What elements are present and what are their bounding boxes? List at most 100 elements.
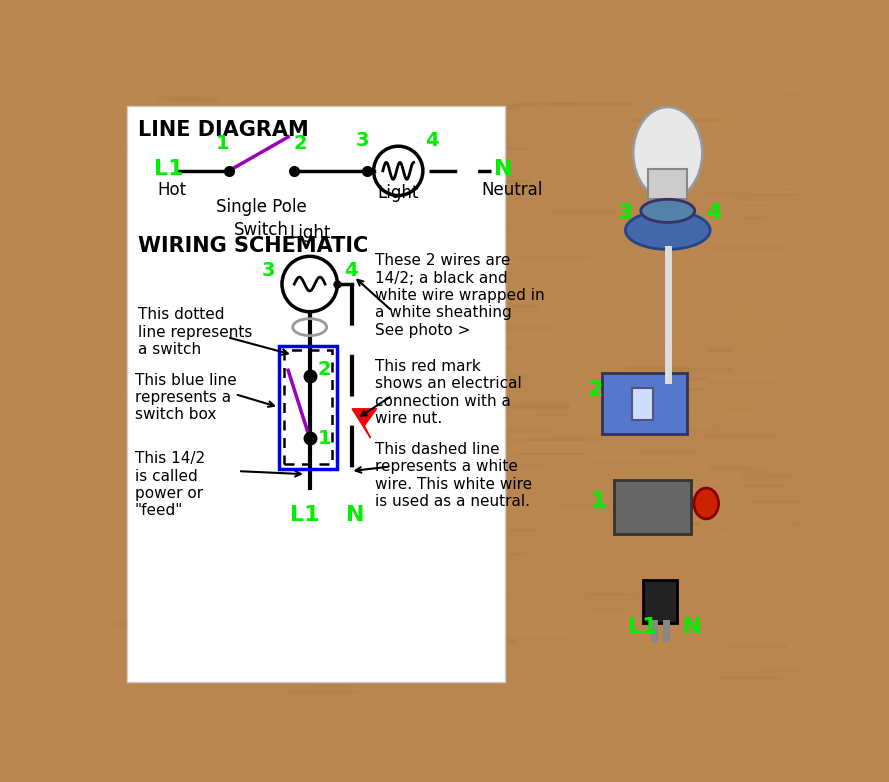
- Bar: [267, 558, 327, 561]
- Bar: [739, 204, 770, 206]
- Bar: [572, 342, 621, 346]
- Bar: [740, 468, 764, 473]
- Bar: [709, 425, 768, 428]
- Bar: [160, 211, 199, 214]
- Bar: [172, 99, 220, 102]
- Bar: [485, 598, 523, 600]
- Bar: [283, 597, 366, 600]
- Bar: [170, 166, 231, 168]
- Text: 4: 4: [706, 203, 722, 223]
- Bar: [313, 472, 368, 475]
- Bar: [210, 208, 238, 213]
- Bar: [743, 483, 790, 487]
- Bar: [683, 388, 707, 390]
- Bar: [253, 464, 341, 468]
- Bar: [466, 106, 521, 109]
- Bar: [653, 172, 718, 175]
- Polygon shape: [352, 409, 377, 438]
- Bar: [152, 170, 231, 175]
- Bar: [653, 602, 698, 604]
- Bar: [672, 429, 722, 432]
- Bar: [625, 367, 689, 371]
- Bar: [709, 381, 773, 383]
- Bar: [478, 326, 555, 330]
- Bar: [416, 493, 470, 497]
- Bar: [202, 120, 267, 121]
- Bar: [726, 502, 757, 504]
- Bar: [303, 146, 329, 148]
- Bar: [127, 106, 505, 682]
- Bar: [663, 410, 755, 413]
- Bar: [427, 457, 469, 461]
- Bar: [549, 266, 574, 271]
- Bar: [467, 296, 520, 300]
- Text: 1: 1: [317, 429, 331, 448]
- Text: Neutral: Neutral: [482, 181, 543, 199]
- Bar: [388, 472, 435, 475]
- Bar: [284, 362, 357, 365]
- Text: N: N: [683, 617, 701, 637]
- Bar: [522, 493, 598, 495]
- Bar: [135, 186, 189, 188]
- Bar: [156, 526, 234, 529]
- Bar: [162, 568, 231, 570]
- Bar: [331, 590, 392, 594]
- Bar: [493, 375, 533, 377]
- Bar: [538, 413, 587, 417]
- Bar: [525, 200, 610, 203]
- Bar: [209, 215, 246, 217]
- Bar: [587, 461, 675, 463]
- Text: 2: 2: [587, 380, 602, 400]
- Bar: [721, 224, 789, 226]
- Bar: [501, 405, 570, 409]
- Bar: [775, 583, 830, 584]
- Bar: [443, 395, 519, 396]
- Bar: [514, 171, 551, 173]
- Bar: [178, 287, 231, 291]
- Bar: [296, 163, 374, 167]
- Bar: [174, 113, 241, 117]
- Bar: [721, 408, 752, 411]
- Bar: [749, 194, 839, 196]
- Bar: [298, 466, 322, 468]
- Bar: [748, 368, 829, 371]
- Bar: [179, 469, 248, 472]
- Bar: [549, 210, 619, 213]
- Bar: [685, 501, 721, 503]
- Bar: [396, 268, 461, 271]
- Bar: [136, 143, 176, 146]
- Bar: [432, 366, 475, 369]
- Bar: [792, 522, 840, 525]
- Bar: [661, 274, 702, 278]
- Bar: [259, 612, 284, 614]
- Bar: [497, 625, 546, 626]
- Bar: [335, 640, 402, 644]
- Bar: [364, 400, 445, 402]
- Bar: [505, 228, 531, 233]
- Bar: [708, 255, 782, 258]
- Bar: [709, 348, 733, 353]
- Bar: [624, 342, 714, 345]
- Bar: [125, 396, 161, 399]
- Bar: [300, 683, 386, 685]
- Bar: [671, 644, 757, 647]
- Bar: [457, 212, 525, 215]
- Bar: [535, 551, 560, 556]
- Bar: [788, 547, 858, 551]
- Bar: [623, 170, 676, 171]
- Bar: [326, 105, 362, 106]
- Bar: [648, 169, 687, 199]
- Bar: [444, 397, 473, 399]
- Bar: [251, 277, 331, 278]
- Bar: [629, 640, 671, 641]
- Bar: [692, 236, 758, 238]
- Bar: [661, 482, 717, 486]
- Bar: [166, 273, 212, 277]
- Bar: [532, 689, 557, 692]
- Text: Light: Light: [378, 184, 419, 202]
- Bar: [391, 348, 465, 352]
- Bar: [278, 281, 344, 285]
- Bar: [598, 630, 661, 632]
- Bar: [203, 238, 228, 239]
- Text: 2: 2: [293, 135, 308, 153]
